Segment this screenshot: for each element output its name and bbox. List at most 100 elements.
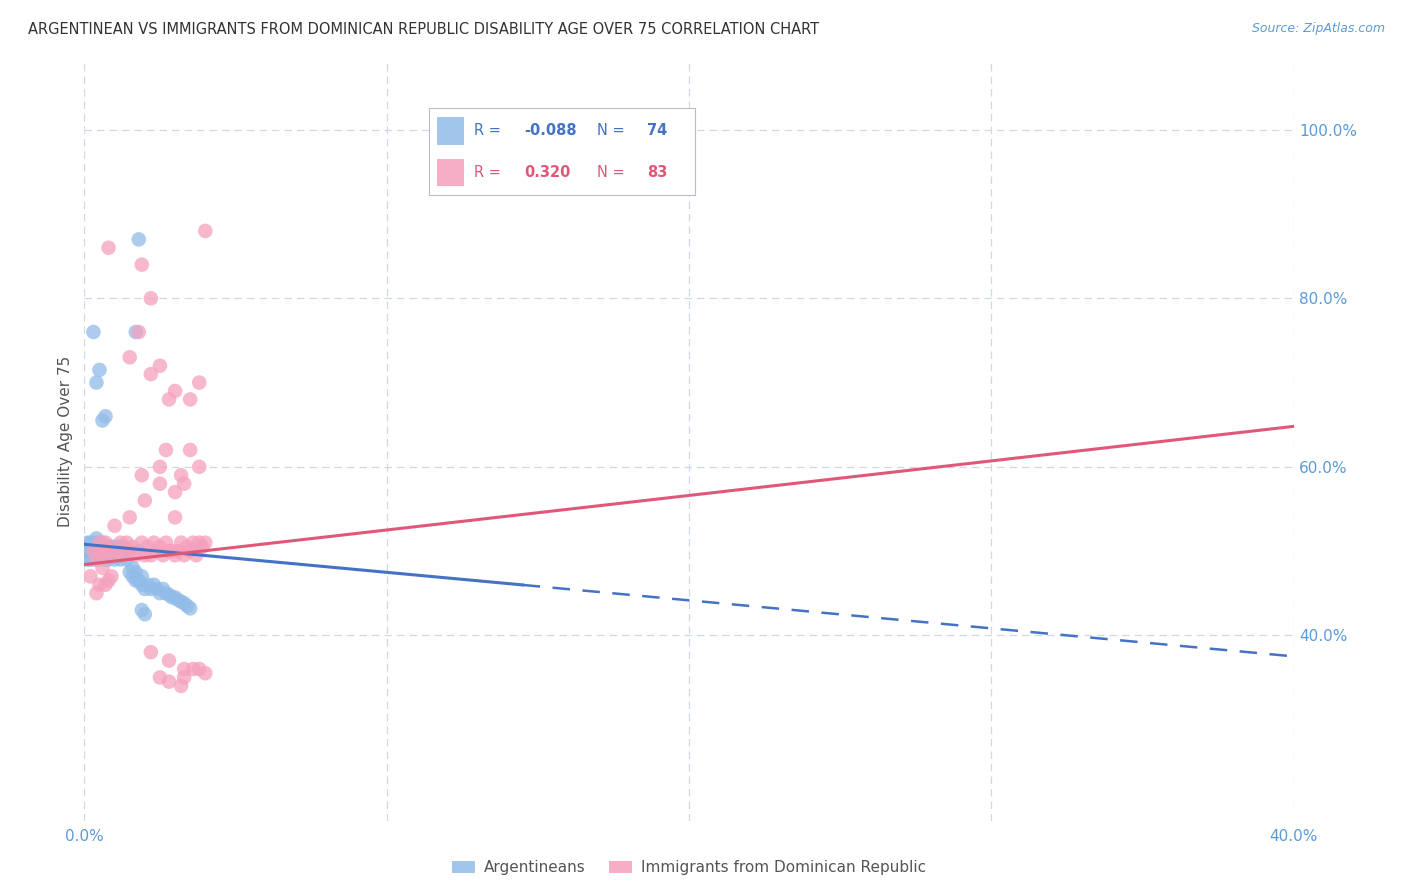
Point bbox=[118, 351, 141, 365]
Point bbox=[188, 535, 211, 549]
Point bbox=[157, 392, 180, 407]
Point bbox=[115, 535, 138, 549]
Point bbox=[97, 544, 120, 558]
Point bbox=[112, 540, 135, 554]
Point bbox=[125, 574, 148, 588]
Point bbox=[188, 459, 211, 474]
Point bbox=[121, 561, 143, 575]
Point bbox=[125, 548, 148, 563]
Point bbox=[160, 591, 183, 605]
Point bbox=[86, 552, 108, 566]
Point bbox=[131, 569, 153, 583]
Point bbox=[104, 518, 127, 533]
Point bbox=[104, 540, 127, 554]
Point bbox=[155, 442, 177, 457]
Point bbox=[94, 544, 117, 558]
Point bbox=[176, 540, 198, 554]
Point bbox=[155, 535, 177, 549]
Point bbox=[157, 544, 180, 558]
Point bbox=[89, 535, 111, 549]
Point bbox=[194, 535, 217, 549]
Point bbox=[115, 544, 138, 558]
Point bbox=[155, 586, 177, 600]
Point bbox=[107, 540, 129, 554]
Point bbox=[94, 535, 117, 549]
Point bbox=[194, 224, 217, 238]
Point bbox=[165, 485, 187, 500]
Point bbox=[97, 540, 120, 554]
Point bbox=[107, 544, 129, 558]
Y-axis label: Disability Age Over 75: Disability Age Over 75 bbox=[58, 356, 73, 527]
Point bbox=[82, 544, 104, 558]
Point bbox=[170, 468, 193, 483]
Point bbox=[86, 544, 108, 558]
Point bbox=[115, 552, 138, 566]
Point bbox=[173, 596, 195, 610]
Point bbox=[139, 582, 162, 596]
Point bbox=[89, 535, 111, 549]
Point bbox=[128, 325, 150, 339]
Point bbox=[86, 586, 108, 600]
Point bbox=[112, 548, 135, 563]
Point bbox=[79, 552, 101, 566]
Point bbox=[131, 258, 153, 272]
Point bbox=[97, 552, 120, 566]
Point bbox=[131, 578, 153, 592]
Point bbox=[82, 535, 104, 549]
Point bbox=[165, 548, 187, 563]
Point bbox=[142, 578, 165, 592]
Point bbox=[100, 544, 122, 558]
Point bbox=[121, 540, 143, 554]
Point bbox=[100, 569, 122, 583]
Point bbox=[91, 413, 114, 427]
Point bbox=[91, 548, 114, 563]
Point bbox=[125, 565, 148, 579]
Point bbox=[104, 548, 127, 563]
Point bbox=[160, 544, 183, 558]
Point bbox=[76, 552, 98, 566]
Point bbox=[134, 607, 156, 622]
Point bbox=[149, 540, 172, 554]
Point bbox=[134, 548, 156, 563]
Point bbox=[139, 367, 162, 381]
Point bbox=[186, 548, 208, 563]
Point bbox=[89, 544, 111, 558]
Point bbox=[79, 569, 101, 583]
Point bbox=[97, 540, 120, 554]
Point bbox=[91, 540, 114, 554]
Point bbox=[152, 582, 174, 596]
Point bbox=[157, 674, 180, 689]
Point bbox=[188, 376, 211, 390]
Point bbox=[82, 544, 104, 558]
Point bbox=[179, 544, 201, 558]
Point bbox=[91, 548, 114, 563]
Point bbox=[146, 582, 169, 596]
Point bbox=[79, 544, 101, 558]
Point bbox=[82, 552, 104, 566]
Point bbox=[86, 532, 108, 546]
Point bbox=[165, 384, 187, 398]
Point bbox=[89, 578, 111, 592]
Point bbox=[179, 392, 201, 407]
Point bbox=[173, 548, 195, 563]
Point bbox=[110, 540, 132, 554]
Point bbox=[89, 540, 111, 554]
Point bbox=[136, 540, 159, 554]
Point bbox=[100, 548, 122, 563]
Point bbox=[100, 540, 122, 554]
Point bbox=[79, 535, 101, 549]
Point bbox=[91, 544, 114, 558]
Point bbox=[118, 565, 141, 579]
Point bbox=[91, 535, 114, 549]
Point bbox=[94, 540, 117, 554]
Point bbox=[86, 540, 108, 554]
Point bbox=[121, 569, 143, 583]
Point bbox=[107, 548, 129, 563]
Point bbox=[170, 679, 193, 693]
Point bbox=[76, 544, 98, 558]
Point bbox=[118, 544, 141, 558]
Point bbox=[94, 544, 117, 558]
Point bbox=[157, 654, 180, 668]
Point bbox=[179, 442, 201, 457]
Point bbox=[110, 535, 132, 549]
